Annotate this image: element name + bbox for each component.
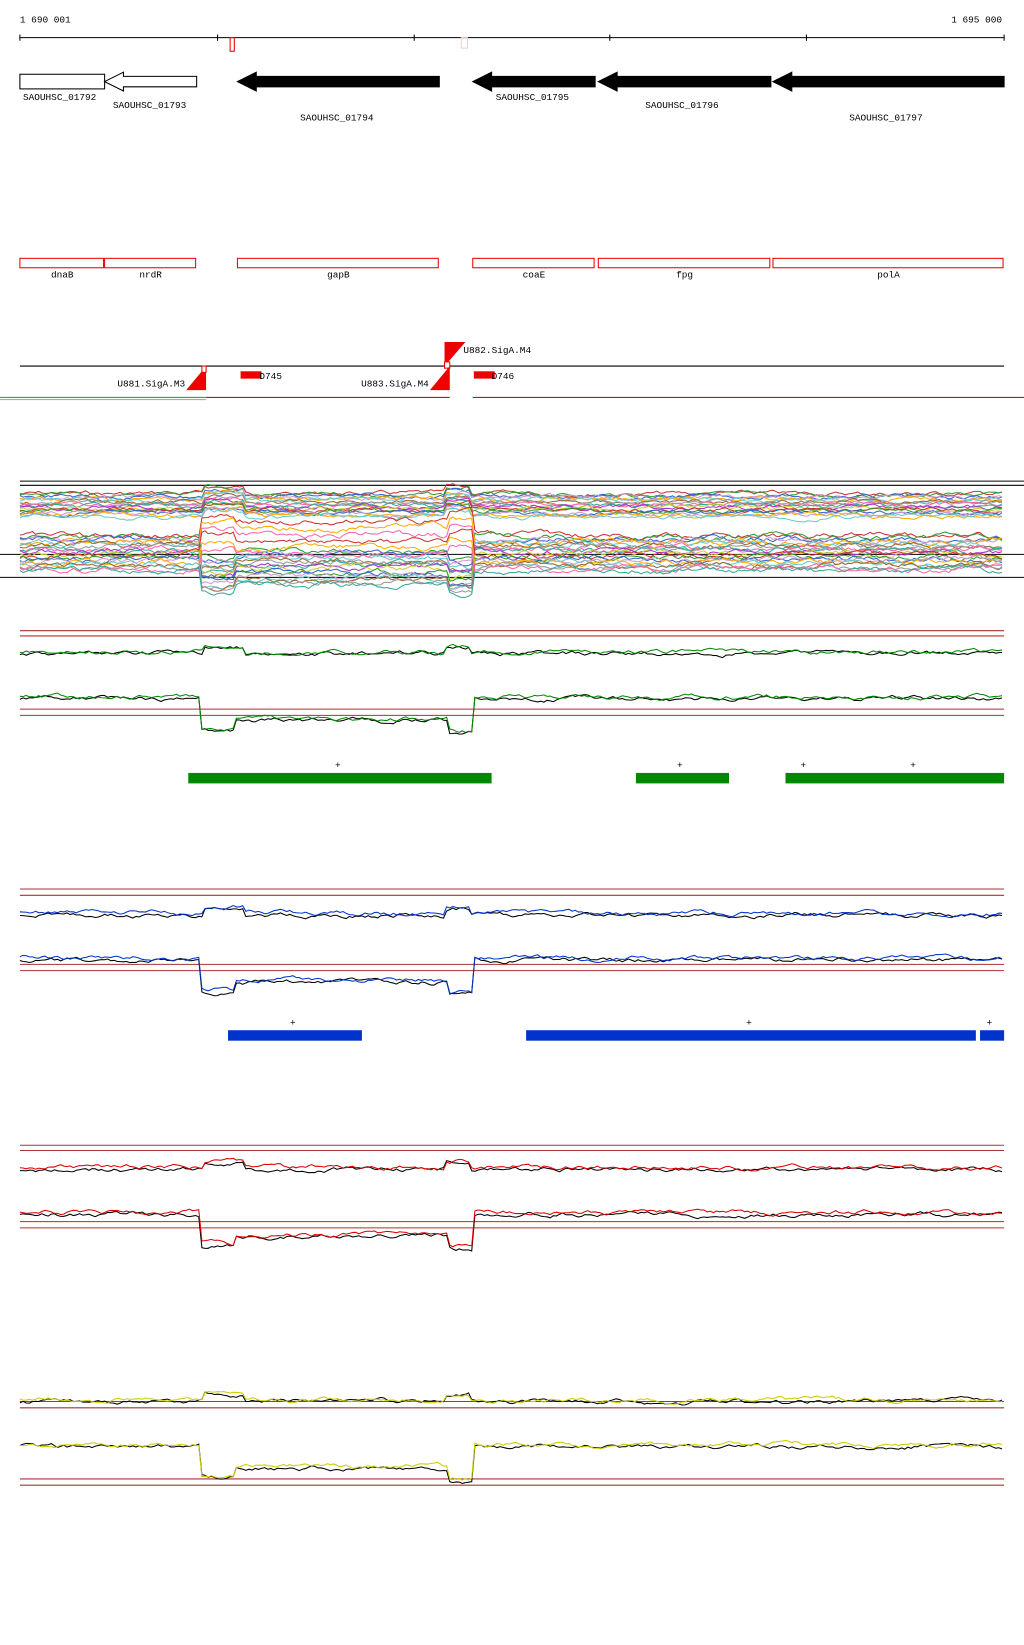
expression-curve — [19, 544, 1003, 575]
segment — [188, 772, 492, 784]
expression-curve — [19, 904, 1003, 919]
gene-annotation — [104, 257, 197, 269]
segment — [785, 772, 1005, 784]
expression-curve — [19, 643, 1003, 657]
expression-curve — [19, 505, 1003, 518]
gene-id: SAOUHSC_01795 — [496, 92, 570, 103]
gene-name: gapB — [327, 270, 350, 281]
expression-curve — [19, 497, 1003, 510]
ruler-mark — [460, 37, 469, 49]
promoter — [429, 366, 450, 391]
segment-strand: + — [987, 1017, 993, 1028]
gene-name: nrdR — [139, 270, 162, 281]
expression-curve — [19, 523, 1003, 554]
gene — [19, 73, 106, 90]
segment-strand: + — [910, 760, 916, 771]
ruler-mark — [229, 37, 235, 52]
promoter-label: U881.SigA.M3 — [117, 378, 185, 389]
segment — [635, 772, 730, 784]
expression-curve — [19, 956, 1003, 997]
expression-curve — [19, 490, 1003, 506]
terminator — [240, 371, 262, 379]
gene-annotation — [772, 257, 1004, 269]
gene — [103, 71, 198, 92]
gene-id: SAOUHSC_01794 — [300, 113, 374, 124]
segment-strand: + — [290, 1017, 296, 1028]
gene-id: SAOUHSC_01793 — [113, 100, 187, 111]
promoter-box — [444, 361, 451, 369]
expression-curve — [19, 483, 1003, 499]
expression-curve — [19, 506, 1003, 541]
segment — [228, 1030, 362, 1041]
segment-strand: + — [800, 760, 806, 771]
ruler-start: 1 690 001 — [20, 14, 71, 25]
expression-curve — [19, 1439, 1003, 1481]
segment-strand: + — [746, 1017, 752, 1028]
gene-name: dnaB — [51, 270, 74, 281]
segment — [526, 1030, 976, 1041]
expression-curve — [19, 496, 1003, 510]
gene — [471, 71, 596, 92]
gene-annotation — [472, 257, 595, 269]
expression-curve — [19, 507, 1003, 523]
expression-curve — [19, 560, 1003, 592]
expression-curve — [19, 1160, 1003, 1174]
expression-curve — [19, 1390, 1003, 1405]
expression-curve — [19, 538, 1003, 570]
expression-curve — [19, 501, 1003, 515]
expression-curve — [19, 1210, 1003, 1252]
expression-curve — [19, 564, 1003, 599]
gene-name: fpg — [676, 270, 693, 281]
gene — [597, 71, 772, 92]
gene — [236, 71, 440, 92]
promoter-label: U883.SigA.M4 — [361, 378, 429, 389]
segment-strand: + — [677, 760, 683, 771]
gene-annotation — [236, 257, 439, 269]
expression-curve — [19, 536, 1003, 568]
expression-curve — [19, 530, 1003, 563]
expression-curve — [19, 484, 1003, 500]
gene-annotation — [597, 257, 771, 269]
promoter-label: U882.SigA.M4 — [463, 345, 531, 356]
segment-strand: + — [335, 760, 341, 771]
gene-id: SAOUHSC_01797 — [849, 113, 922, 124]
expression-curve — [19, 528, 1003, 560]
expression-curve — [19, 552, 1003, 582]
gene-name: coaE — [523, 270, 546, 281]
terminator-label: D745 — [259, 371, 282, 382]
gene-id: SAOUHSC_01792 — [23, 92, 96, 103]
segment — [980, 1030, 1005, 1041]
gene-name: polA — [877, 270, 900, 281]
expression-curve — [19, 1157, 1003, 1172]
expression-curve — [19, 953, 1003, 995]
gene-annotation — [19, 257, 105, 269]
expression-curve — [19, 1391, 1003, 1406]
gene-id: SAOUHSC_01796 — [645, 100, 719, 111]
gene — [771, 71, 1005, 92]
expression-curve — [19, 1208, 1003, 1248]
expression-curve — [19, 646, 1003, 659]
expression-curve — [19, 1442, 1003, 1484]
promoter — [186, 366, 207, 391]
expression-curve — [19, 541, 1003, 574]
promoter-box — [201, 365, 207, 373]
expression-curve — [19, 692, 1003, 733]
terminator — [473, 371, 495, 379]
terminator-label: D746 — [492, 371, 515, 382]
expression-curve — [19, 694, 1003, 735]
ruler-end: 1 695 000 — [951, 14, 1002, 25]
expression-curve — [19, 516, 1003, 548]
